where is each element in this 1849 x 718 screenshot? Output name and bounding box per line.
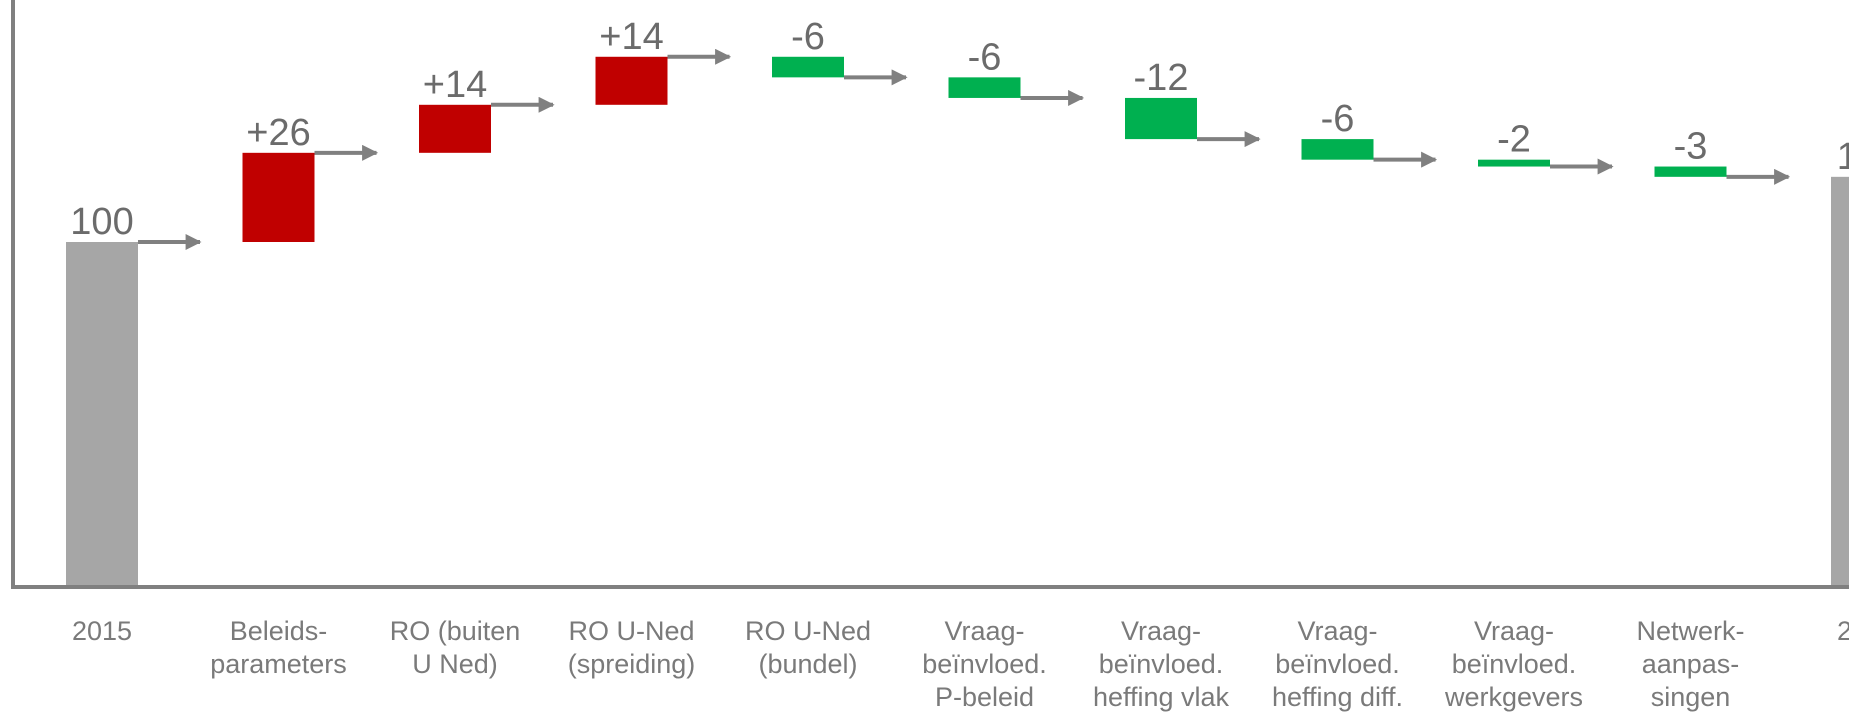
category-label-line: Vraag-	[944, 616, 1024, 646]
category-label-2: RO (buiten U Ned)	[390, 616, 521, 679]
value-label-9: -3	[1674, 126, 1708, 168]
category-label-line: U Ned)	[412, 649, 498, 679]
bar-6	[1125, 97, 1197, 140]
category-label-line: Vraag-	[1297, 616, 1377, 646]
category-label-7: Vraag-beïnvloed. heffing diff.	[1272, 616, 1403, 712]
bar-8	[1478, 159, 1550, 167]
category-label-1: Beleids-parameters	[210, 616, 347, 679]
category-label-line: beïnvloed.	[1099, 649, 1224, 679]
value-label-10: 119	[1837, 136, 1849, 178]
category-label-6: Vraag-beïnvloed. heffing vlak	[1093, 616, 1230, 712]
bar-4	[772, 56, 844, 78]
bar-5	[948, 77, 1021, 98]
value-label-3: +14	[599, 16, 663, 58]
category-label-line: Vraag-	[1474, 616, 1554, 646]
bar-7	[1301, 139, 1374, 160]
value-label-2: +14	[423, 64, 487, 106]
category-label-line: Beleids-	[230, 616, 328, 646]
value-label-5: -6	[968, 36, 1002, 78]
bar-0	[66, 242, 138, 585]
category-label-line: 2015	[72, 616, 132, 646]
bar-1	[242, 152, 315, 242]
category-label-8: Vraag-beïnvloed. werkgevers	[1444, 616, 1583, 712]
category-label-0: 2015	[72, 616, 132, 646]
category-label-line: beïnvloed.	[1452, 649, 1577, 679]
value-label-8: -2	[1497, 119, 1531, 161]
category-label-line: (spreiding)	[568, 649, 696, 679]
category-label-line: werkgevers	[1444, 682, 1583, 712]
category-label-line: Netwerk-	[1636, 616, 1744, 646]
value-label-4: -6	[791, 16, 825, 58]
category-label-line: 2040	[1837, 616, 1849, 646]
category-label-9: Netwerk-aanpas-singen	[1636, 616, 1744, 712]
category-label-line: RO U-Ned	[745, 616, 871, 646]
category-label-4: RO U-Ned (bundel)	[745, 616, 871, 679]
value-label-1: +26	[246, 112, 310, 154]
category-label-line: (bundel)	[758, 649, 857, 679]
category-label-line: P-beleid	[935, 682, 1034, 712]
category-label-line: RO (buiten	[390, 616, 521, 646]
bar-9	[1654, 166, 1727, 177]
value-label-7: -6	[1321, 98, 1355, 140]
category-label-5: Vraag-beïnvloed. P-beleid	[922, 616, 1047, 712]
category-label-line: Vraag-	[1121, 616, 1201, 646]
category-label-line: aanpas-	[1642, 649, 1740, 679]
value-label-6: -12	[1134, 57, 1189, 99]
category-label-line: RO U-Ned	[568, 616, 694, 646]
category-label-line: heffing vlak	[1093, 682, 1230, 712]
category-label-line: parameters	[210, 649, 347, 679]
category-label-10: 2040	[1837, 616, 1849, 646]
bar-2	[419, 104, 491, 153]
bar-3	[595, 56, 668, 105]
value-label-0: 100	[70, 201, 133, 243]
category-label-line: beïnvloed.	[1275, 649, 1400, 679]
bar-10	[1831, 176, 1849, 585]
category-label-3: RO U-Ned (spreiding)	[568, 616, 696, 679]
category-label-line: singen	[1651, 682, 1731, 712]
category-label-line: beïnvloed.	[922, 649, 1047, 679]
category-label-line: heffing diff.	[1272, 682, 1403, 712]
